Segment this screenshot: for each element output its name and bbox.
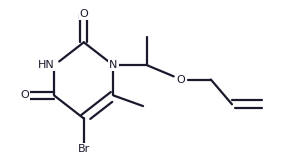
Text: O: O xyxy=(20,91,29,100)
Text: O: O xyxy=(79,9,88,19)
Text: Br: Br xyxy=(78,144,90,154)
Text: O: O xyxy=(177,75,186,84)
Text: HN: HN xyxy=(38,60,54,70)
Text: N: N xyxy=(109,60,118,70)
